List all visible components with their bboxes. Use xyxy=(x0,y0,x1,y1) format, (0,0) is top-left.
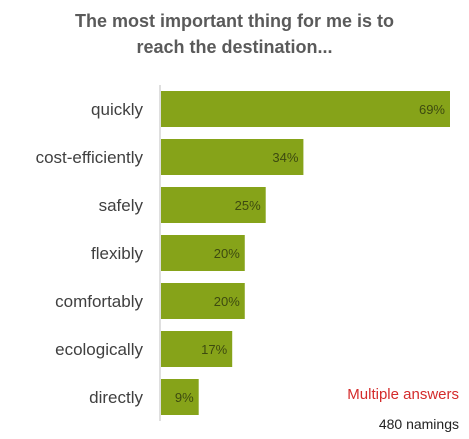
bars-group: quickly 69% cost-efficiently 34% safely 25% fl… xyxy=(36,91,450,415)
bar-value-label: 34% xyxy=(272,150,298,165)
bar-value-label: 9% xyxy=(175,390,194,405)
category-label: safely xyxy=(99,196,144,215)
bar-ecologically xyxy=(161,331,233,367)
category-label: comfortably xyxy=(55,292,143,311)
bar-cost-efficiently xyxy=(161,139,304,175)
bar-value-label: 69% xyxy=(419,102,445,117)
bar-value-label: 17% xyxy=(201,342,227,357)
chart-title-line-1: The most important thing for me is to xyxy=(75,11,394,31)
namings-count-note: 480 namings xyxy=(378,416,459,432)
bar-flexibly xyxy=(161,235,245,271)
bar-safely xyxy=(161,187,266,223)
multiple-answers-note: Multiple answers xyxy=(347,386,459,403)
category-label: quickly xyxy=(91,100,143,119)
bar-comfortably xyxy=(161,283,245,319)
bar-quickly xyxy=(161,91,450,127)
category-label: directly xyxy=(89,388,143,407)
bar-value-label: 25% xyxy=(235,198,261,213)
bar-value-label: 20% xyxy=(214,246,240,261)
chart-title-line-2: reach the destination... xyxy=(136,37,333,57)
bar-value-label: 20% xyxy=(214,294,240,309)
category-label: ecologically xyxy=(55,340,143,359)
category-label: cost-efficiently xyxy=(36,148,144,167)
chart-title: The most important thing for me is to re… xyxy=(0,8,469,60)
category-label: flexibly xyxy=(91,244,143,263)
bar-directly xyxy=(161,379,199,415)
